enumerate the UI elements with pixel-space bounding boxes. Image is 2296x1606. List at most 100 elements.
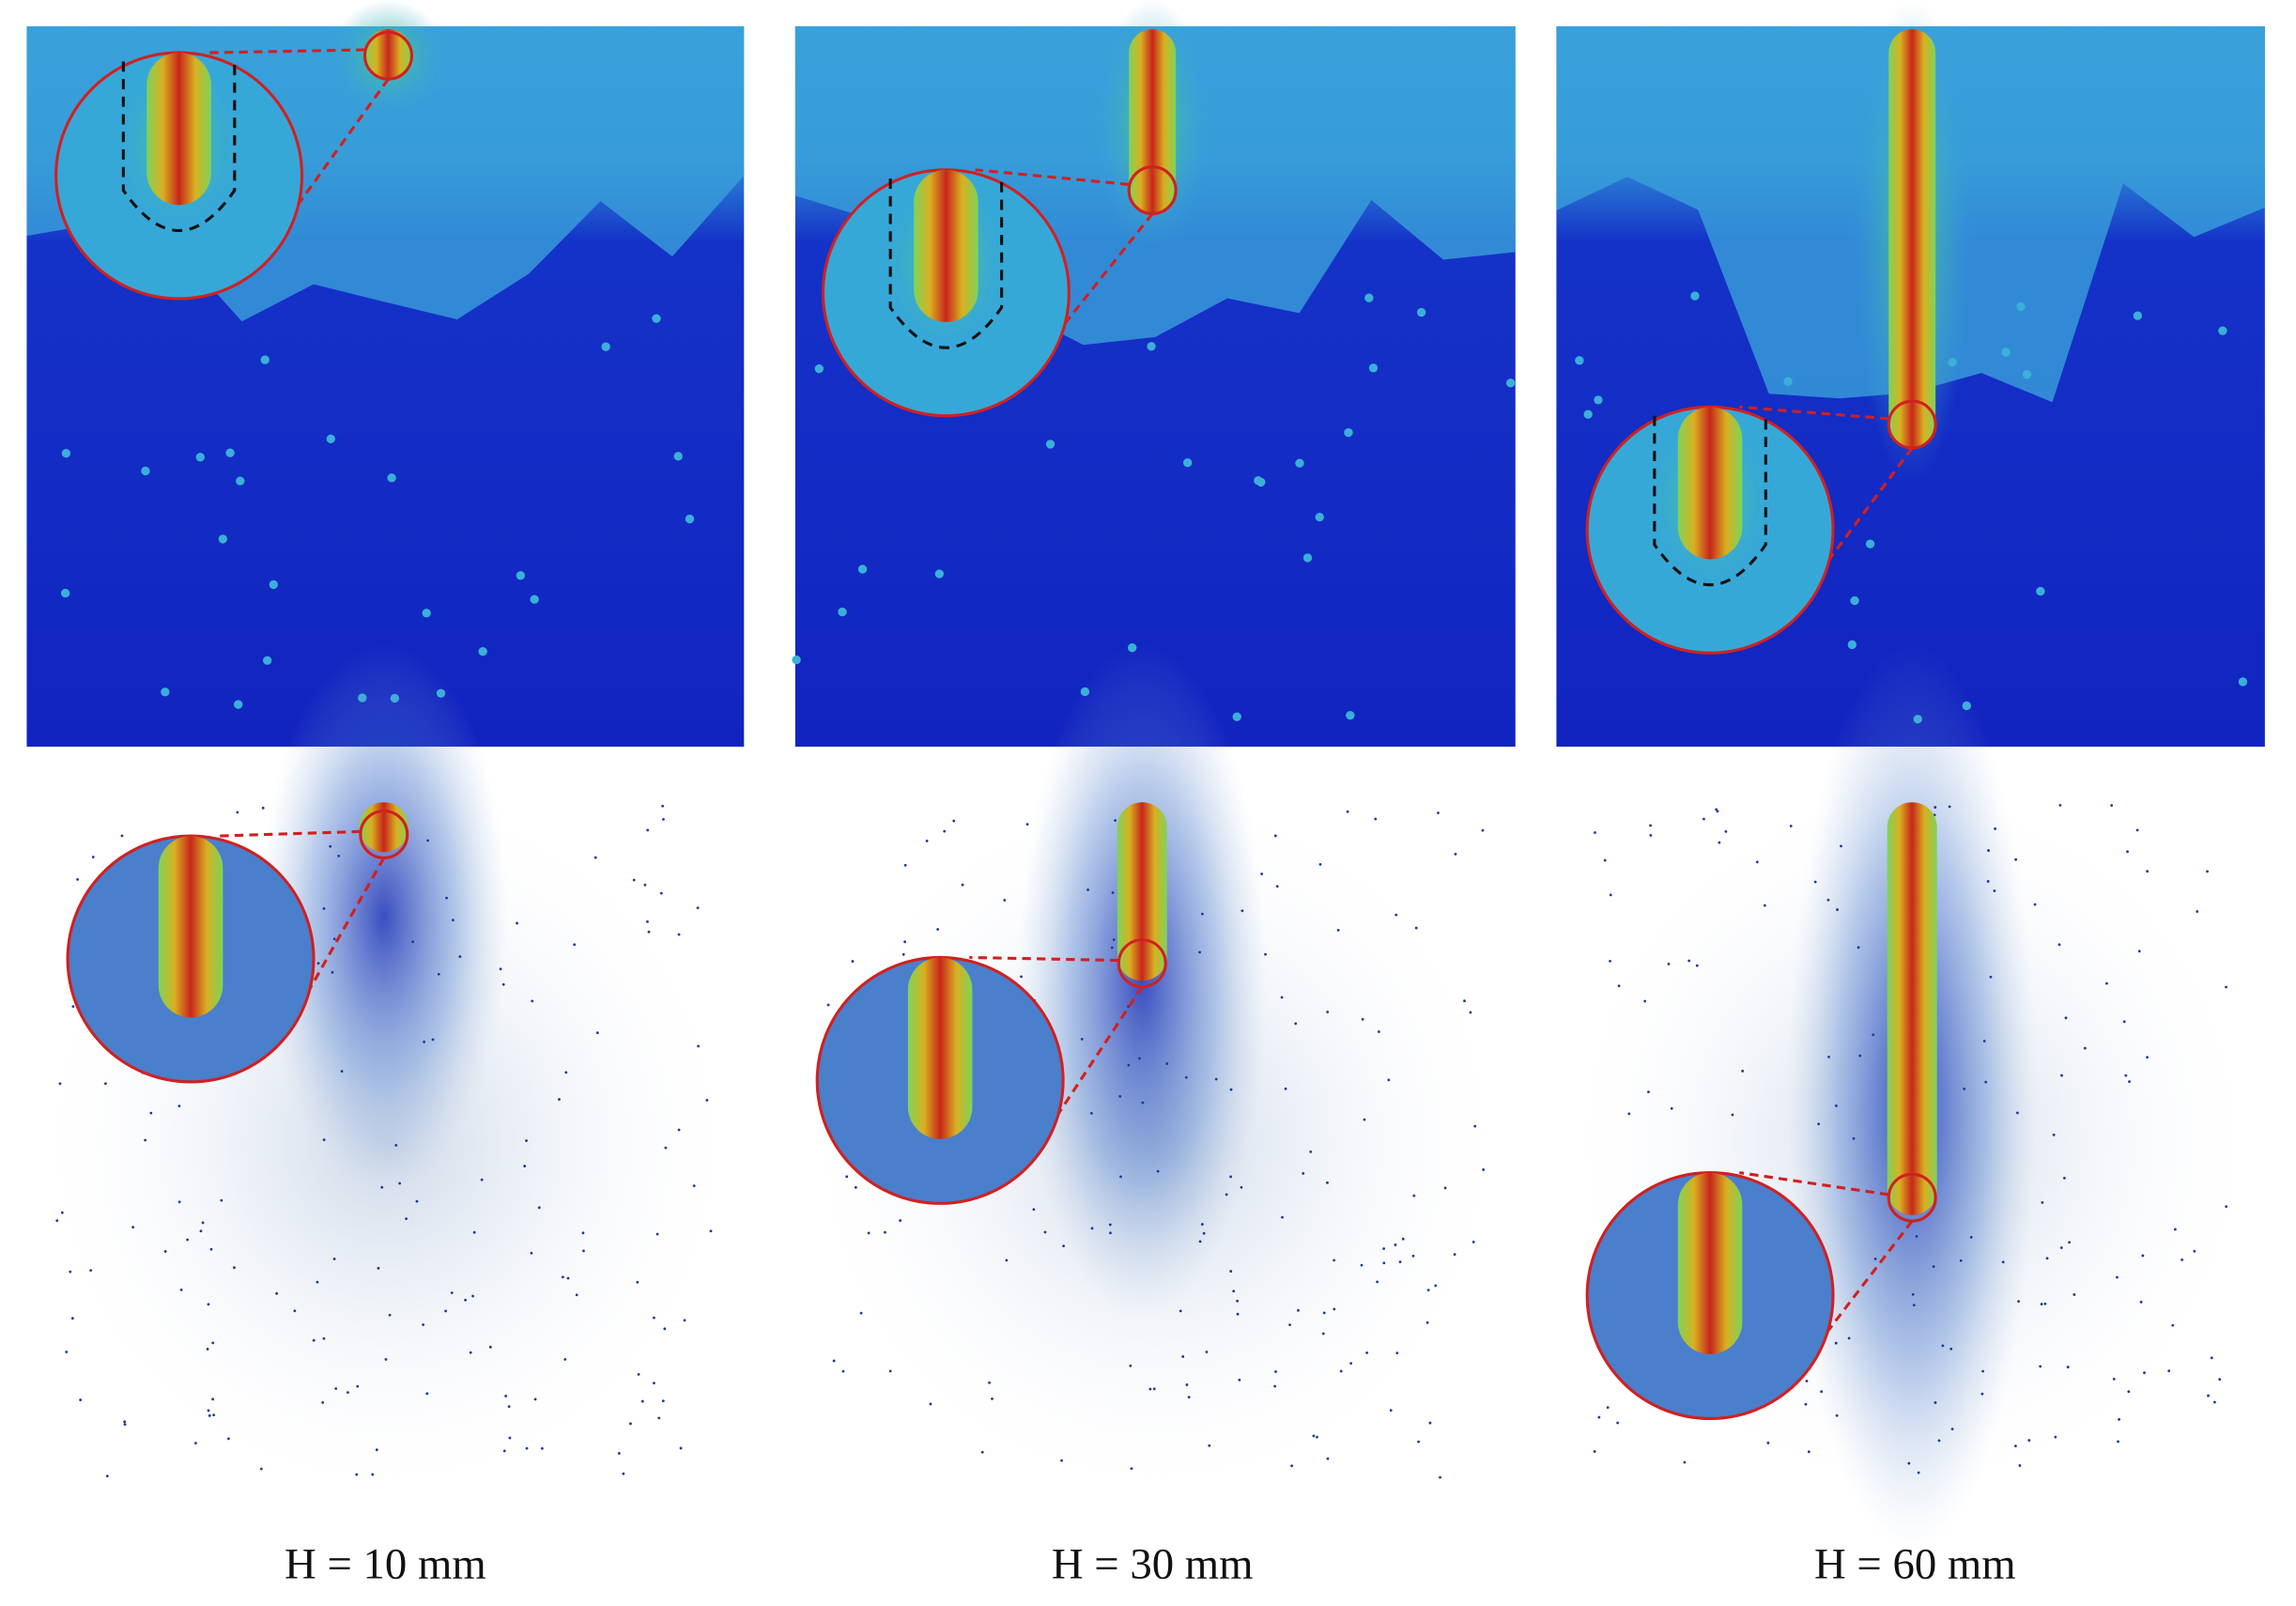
- chain-dot: [566, 1276, 570, 1280]
- chain-dot: [525, 1139, 528, 1142]
- chain-dot: [261, 806, 265, 810]
- particle: [225, 448, 235, 457]
- chain-dot: [692, 1184, 696, 1188]
- chain-dot: [661, 804, 665, 808]
- chain-dot: [1414, 926, 1418, 930]
- chain-dot: [1141, 1101, 1145, 1104]
- chain-dot: [444, 1309, 448, 1313]
- chain-dot: [2206, 870, 2209, 873]
- chain-dot: [1309, 1150, 1313, 1153]
- chain-dot: [450, 1291, 454, 1294]
- chain-dot: [1934, 1401, 1937, 1404]
- chain-dot: [1932, 1265, 1935, 1269]
- chain-dot: [1826, 898, 1830, 902]
- particle: [814, 363, 824, 374]
- chain-dot: [332, 1258, 336, 1260]
- chain-dot: [1817, 1122, 1821, 1126]
- chain-dot: [1240, 909, 1244, 913]
- chain-dot: [1469, 1011, 1472, 1014]
- chain-dot: [1912, 1304, 1916, 1307]
- chain-dot: [1108, 1223, 1112, 1227]
- chain-dot: [1229, 1088, 1233, 1091]
- chain-dot: [558, 1098, 561, 1101]
- chain-dot: [662, 817, 665, 821]
- chain-dot: [1847, 1336, 1851, 1340]
- caption: H = 10 mm: [285, 1539, 486, 1588]
- chain-dot: [2117, 1440, 2119, 1444]
- chain-dot: [422, 1323, 425, 1326]
- chain-dot: [929, 1402, 932, 1406]
- particle: [478, 647, 487, 656]
- chain-dot: [1852, 1136, 1856, 1140]
- particle: [2001, 347, 2011, 357]
- zoom-link: [1820, 1220, 1914, 1341]
- chain-dot: [640, 1399, 644, 1403]
- chain-dot: [2124, 1073, 2128, 1077]
- chain-dot: [2135, 828, 2139, 832]
- chain-dot: [451, 919, 455, 922]
- chain-dot: [1994, 827, 1996, 830]
- chain-dot: [58, 1082, 62, 1086]
- chain-dot: [1915, 1235, 1918, 1238]
- chain-dot: [632, 878, 636, 882]
- chain-dot: [1339, 1369, 1343, 1373]
- chain-dot: [123, 1423, 127, 1427]
- chain-dot: [1937, 1439, 1941, 1443]
- zoom-boundary: [121, 61, 237, 233]
- chain-dot: [679, 1446, 683, 1450]
- chain-dot: [1695, 964, 1699, 967]
- chain-dot: [1703, 817, 1705, 821]
- chain-dot: [1118, 1095, 1122, 1098]
- chain-dot: [322, 907, 326, 910]
- chain-dot: [1080, 1037, 1084, 1041]
- particle: [673, 452, 683, 461]
- zoom-link: [1739, 1171, 1889, 1197]
- particle: [1182, 458, 1193, 468]
- chain-dot: [1138, 1057, 1141, 1060]
- chain-dot: [1439, 1475, 1441, 1479]
- chain-dot: [1200, 912, 1204, 916]
- zoom-boundary: [888, 178, 1004, 349]
- chain-dot: [69, 1270, 72, 1274]
- chain-dot: [564, 1071, 568, 1074]
- chain-dot: [1318, 862, 1322, 866]
- particle: [60, 588, 70, 598]
- chain-dot: [1834, 1104, 1838, 1107]
- chain-dot: [480, 1178, 484, 1181]
- chain-dot: [163, 1250, 167, 1253]
- chain-dot: [1827, 1055, 1830, 1058]
- chain-dot: [334, 1387, 338, 1390]
- chain-dot: [952, 819, 956, 823]
- chain-dot: [1949, 1347, 1953, 1351]
- chain-dot: [683, 1319, 686, 1322]
- chain-dot: [1200, 1223, 1204, 1226]
- chain-dot: [1858, 1054, 1862, 1058]
- particle: [1254, 476, 1263, 486]
- particle: [1346, 710, 1355, 720]
- chain-dot: [1411, 1254, 1415, 1258]
- chain-dot: [593, 856, 597, 859]
- chain-dot: [1060, 1459, 1063, 1462]
- chain-dot: [537, 1206, 541, 1210]
- chain-dot: [899, 1219, 902, 1222]
- chain-dot: [1395, 913, 1398, 917]
- chain-dot: [1229, 1175, 1233, 1179]
- chain-dot: [1336, 928, 1340, 932]
- chain-dot: [1454, 852, 1457, 856]
- chain-dot: [1603, 858, 1607, 862]
- particle: [1416, 307, 1426, 317]
- chain-dot: [1236, 1299, 1240, 1303]
- penetrator-zone: [364, 29, 412, 80]
- chain-dot: [425, 1392, 429, 1396]
- chain-dot: [472, 1230, 476, 1234]
- chain-dot: [530, 1251, 533, 1255]
- chain-dot: [664, 1146, 668, 1150]
- chain-dot: [2068, 1241, 2072, 1244]
- chain-dot: [1417, 1440, 1421, 1444]
- chain-dot: [1934, 806, 1937, 809]
- chain-dot: [1281, 1215, 1284, 1219]
- chain-dot: [2041, 1200, 2044, 1204]
- chain-dot: [854, 1185, 857, 1189]
- chain-dot: [2027, 1439, 2031, 1442]
- particle: [1232, 712, 1241, 721]
